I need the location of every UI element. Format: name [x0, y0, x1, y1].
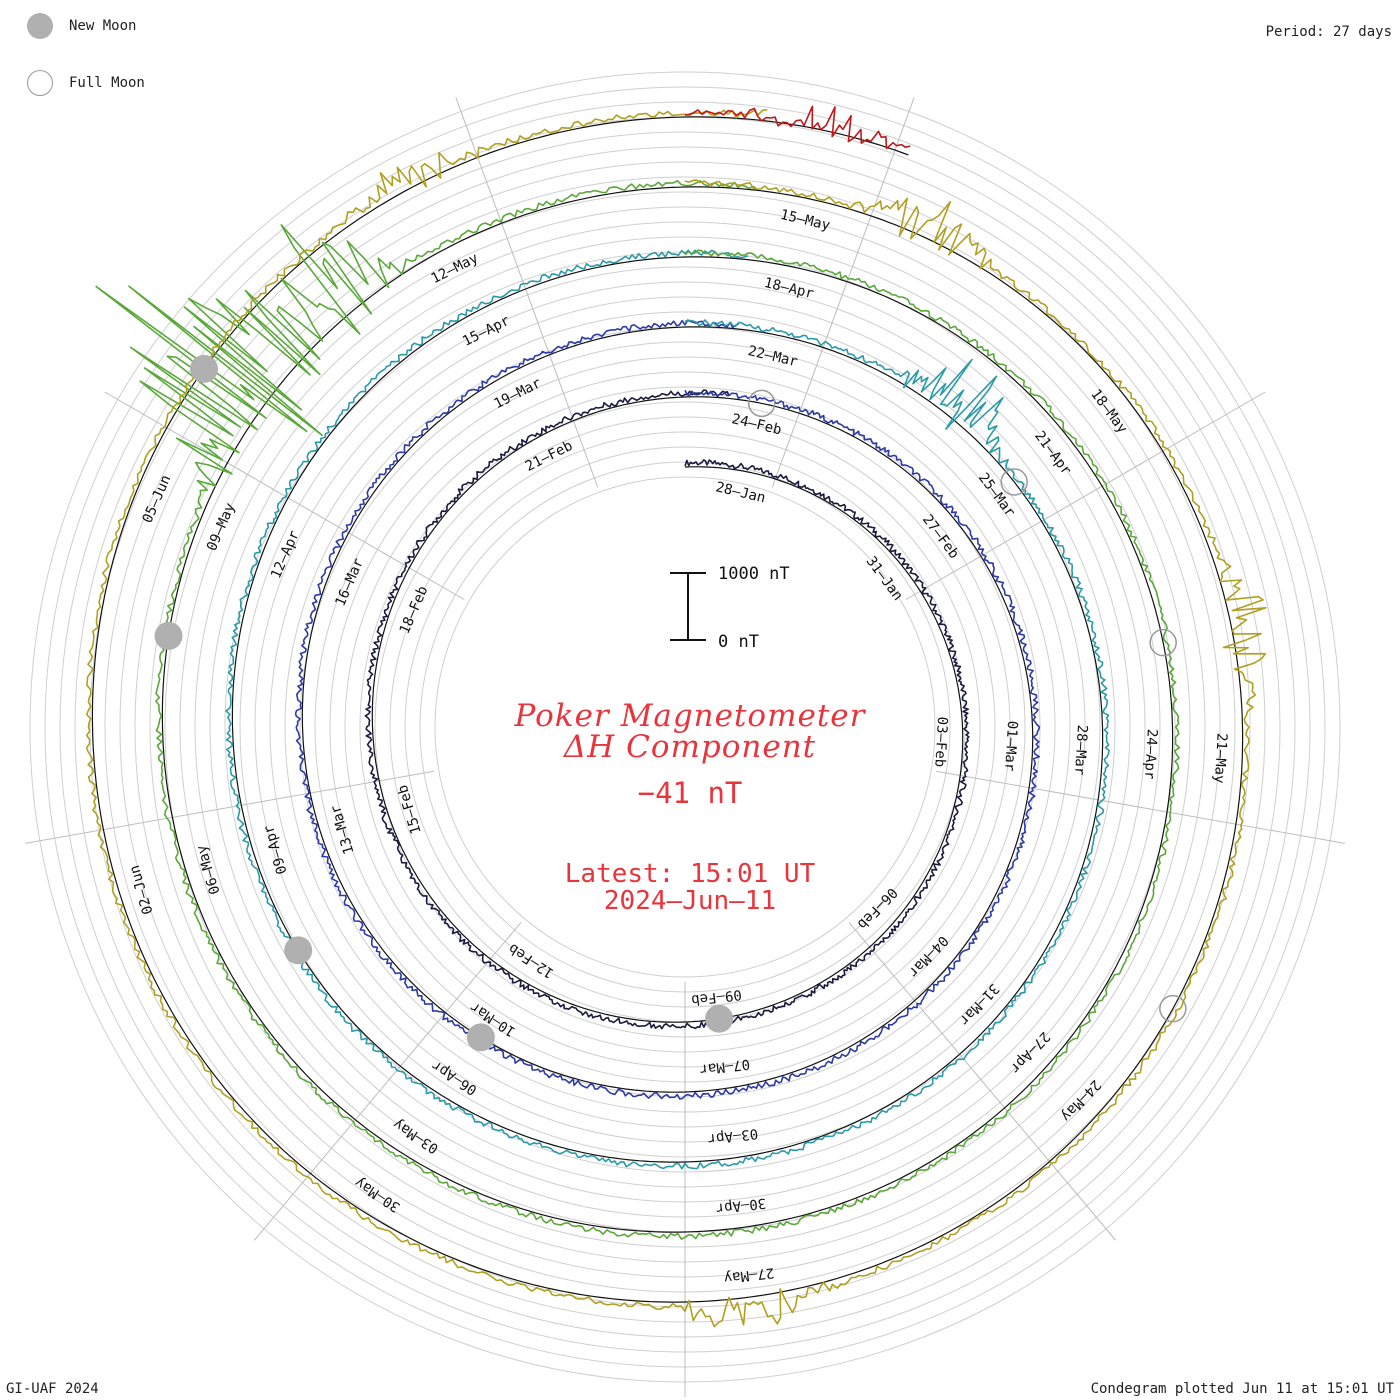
new-moon-marker: [154, 621, 183, 650]
series-line: [294, 319, 1041, 1100]
series-line: [684, 105, 911, 150]
latest-date: 2024–Jun–11: [603, 886, 777, 916]
background-ring: [434, 476, 936, 978]
series-line: [364, 389, 970, 1030]
period-spoke: [936, 770, 1345, 844]
date-label: 18–Feb: [397, 584, 432, 637]
new-moon-icon: [27, 13, 53, 39]
current-value: −41 nT: [637, 776, 743, 810]
date-label: 02–Jun: [127, 863, 157, 916]
title-line-1: Poker Magnetometer: [514, 698, 866, 734]
full-moon-icon: [27, 70, 53, 96]
date-label: 13–Mar: [328, 803, 358, 856]
series-line: [95, 179, 1181, 1240]
date-label: 12–Apr: [268, 528, 303, 581]
scale-bar-top-label: 1000 nT: [718, 564, 790, 584]
period-spoke: [25, 770, 434, 844]
date-label: 24–May: [1057, 1076, 1103, 1124]
period-label: Period: 27 days: [1265, 24, 1392, 40]
date-label: 03–Apr: [707, 1125, 759, 1147]
date-label: 09–Feb: [690, 986, 742, 1008]
legend-full-moon: Full Moon: [27, 70, 145, 96]
date-label: 18–May: [1087, 386, 1130, 436]
date-label: 27–May: [723, 1264, 775, 1286]
period-spoke: [455, 97, 599, 488]
new-moon-marker: [190, 354, 219, 383]
latest-time: Latest: 15:01 UT: [564, 859, 816, 889]
new-moon-marker: [466, 1023, 495, 1052]
period-spoke: [771, 97, 915, 488]
period-spoke: [905, 391, 1266, 600]
full-moon-label: Full Moon: [69, 75, 145, 91]
new-moon-marker: [705, 1004, 734, 1033]
new-moon-marker: [284, 936, 313, 965]
date-label: 16–Mar: [332, 556, 367, 609]
date-label: 21–Apr: [1031, 428, 1074, 478]
legend-new-moon: New Moon: [27, 13, 136, 39]
new-moon-label: New Moon: [69, 18, 137, 34]
scale-bar: 1000 nT 0 nT: [670, 564, 790, 652]
date-label: 28–Mar: [1071, 724, 1090, 775]
series-line: [225, 249, 1110, 1170]
plotted-label: Condegram plotted Jun 11 at 15:01 UT: [1090, 1381, 1394, 1397]
date-label: 06–May: [194, 843, 224, 896]
credit-label: GI-UAF 2024: [6, 1381, 99, 1397]
date-label: 09–Apr: [261, 823, 291, 876]
full-moon-marker: [1159, 994, 1187, 1023]
date-label: 04–Mar: [905, 932, 951, 980]
date-label: 31–Mar: [956, 980, 1002, 1028]
date-label: 01–Mar: [1001, 720, 1020, 771]
date-label: 24–Apr: [1141, 728, 1160, 779]
date-label: 27–Apr: [1007, 1028, 1053, 1076]
date-label: 30–Apr: [715, 1195, 767, 1217]
date-label: 03–Feb: [931, 716, 950, 767]
date-label: 15–May: [779, 207, 832, 234]
full-moon-marker: [1149, 628, 1177, 657]
date-label: 31–Jan: [863, 554, 906, 604]
full-moon-marker: [747, 389, 776, 418]
date-label: 05–Jun: [140, 473, 175, 526]
moon-markers: [154, 354, 1187, 1052]
date-label: 19–Mar: [492, 375, 544, 412]
scale-bar-bottom-label: 0 nT: [718, 632, 759, 652]
date-label: 15–Apr: [460, 313, 512, 350]
date-label: 27–Feb: [919, 512, 962, 562]
baseline-spiral: [91, 116, 1244, 1303]
full-moon-marker: [1000, 468, 1028, 496]
date-label: 22–Mar: [746, 343, 799, 370]
title-line-2: ΔH Component: [563, 729, 817, 765]
date-label: 07–Mar: [699, 1056, 751, 1078]
date-label: 09–May: [204, 501, 239, 554]
baseline-spirals: [91, 116, 1244, 1303]
period-spoke: [848, 922, 1117, 1241]
period-spoke: [253, 922, 522, 1241]
date-label: 21–May: [1211, 732, 1230, 783]
